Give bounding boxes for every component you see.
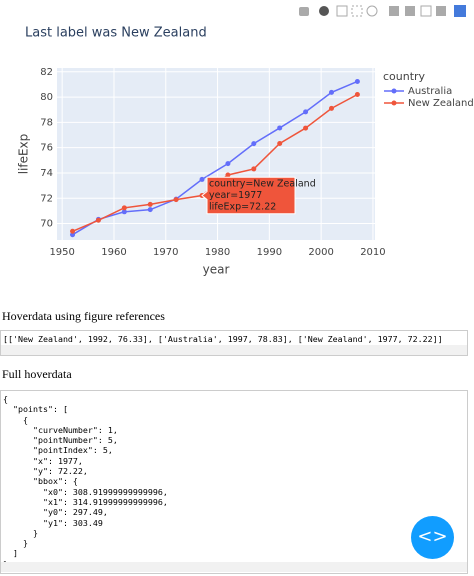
marker <box>354 78 360 84</box>
chart: Last label was New Zealand 1950 1960 1970 1… <box>17 5 474 277</box>
zoom-icon[interactable] <box>319 6 329 16</box>
code-line: "y0": 297.49, <box>3 507 108 518</box>
marker <box>251 166 257 172</box>
code-line: "pointNumber": 5, <box>3 435 118 446</box>
scrollbar[interactable] <box>1 562 467 572</box>
section-heading: Full hoverdata <box>2 367 72 381</box>
pan-icon[interactable] <box>336 5 348 17</box>
code-box: { "points": [ { "curveNumber": 1, "point… <box>0 390 468 574</box>
zoom-in-icon[interactable] <box>389 6 399 16</box>
code-line: "bbox": { <box>3 476 78 487</box>
y-axis-label: lifeExp <box>17 134 31 175</box>
plotly-logo[interactable] <box>454 5 466 17</box>
code-line: "curveNumber": 1, <box>3 424 118 435</box>
marker <box>147 207 153 213</box>
code-line: } <box>3 527 38 538</box>
marker <box>225 172 231 178</box>
marker <box>303 109 309 115</box>
debug-button[interactable]: <> <box>411 516 454 559</box>
marker <box>121 205 127 211</box>
x-tick-label: 2000 <box>308 247 333 258</box>
legend-title: country <box>383 70 426 83</box>
autoscale-icon[interactable] <box>420 5 432 17</box>
legend-label: Australia <box>408 86 452 97</box>
y-tick-label: 78 <box>40 117 53 128</box>
marker <box>121 209 127 215</box>
marker <box>328 89 334 95</box>
code-line: } <box>3 538 28 549</box>
code-line: { <box>3 414 28 425</box>
lasso-icon[interactable] <box>366 5 378 17</box>
legend-label: New Zealand <box>408 98 474 109</box>
marker <box>225 161 231 167</box>
zoom-out-icon[interactable] <box>405 6 415 16</box>
box-select-icon[interactable] <box>351 5 363 17</box>
y-tick-label: 82 <box>40 67 53 78</box>
code-line: { <box>3 394 8 404</box>
marker <box>70 228 76 234</box>
code-line: "y1": 303.49 <box>3 517 103 528</box>
code-line: "x1": 314.91999999999996, <box>3 496 168 507</box>
x-tick-label: 1990 <box>257 247 282 258</box>
y-tick-label: 74 <box>40 168 53 179</box>
hover-text: country=New Zealand <box>209 179 316 190</box>
x-tick-label: 1950 <box>49 247 74 258</box>
x-axis-label: year <box>203 263 230 277</box>
y-tick-label: 80 <box>40 92 53 103</box>
marker <box>277 141 283 147</box>
marker <box>328 105 334 111</box>
modebar[interactable] <box>299 5 466 17</box>
code-line: "y": 72.22, <box>3 466 88 477</box>
chart-title: Last label was New Zealand <box>25 26 207 41</box>
scrollbar[interactable] <box>1 345 467 355</box>
hover-label: country=New Zealandyear=1977lifeExp=72.2… <box>201 176 316 215</box>
code-line: "points": [ <box>3 404 68 415</box>
x-tick-label: 1970 <box>153 247 178 258</box>
code-line: "x0": 308.91999999999996, <box>3 486 168 497</box>
marker <box>147 201 153 207</box>
y-tick-label: 70 <box>40 219 53 230</box>
marker <box>303 125 309 131</box>
x-tick-label: 1960 <box>101 247 126 258</box>
reset-icon[interactable] <box>436 6 446 16</box>
y-tick-label: 72 <box>40 193 53 204</box>
hover-box <box>201 176 296 215</box>
marker <box>199 176 205 182</box>
code-line: "x": 1977, <box>3 455 83 466</box>
code-line: "pointIndex": 5, <box>3 445 113 456</box>
marker <box>354 92 360 98</box>
marker <box>251 141 257 147</box>
x-tick-label: 1980 <box>205 247 230 258</box>
hover-text: year=1977 <box>209 190 262 201</box>
hover-text: lifeExp=72.22 <box>209 202 276 213</box>
legend-swatch <box>391 88 397 94</box>
y-tick-label: 76 <box>40 143 53 154</box>
marker <box>95 217 101 223</box>
camera-icon[interactable] <box>299 7 309 16</box>
section-heading: Hoverdata using figure references <box>2 309 165 323</box>
x-tick-label: 2010 <box>360 247 385 258</box>
marker <box>277 125 283 131</box>
legend-swatch <box>391 100 397 106</box>
marker <box>173 197 179 203</box>
code-line: ] <box>3 548 18 559</box>
code-text: [['New Zealand', 1992, 76.33], ['Austral… <box>3 334 443 344</box>
line <box>72 80 358 236</box>
